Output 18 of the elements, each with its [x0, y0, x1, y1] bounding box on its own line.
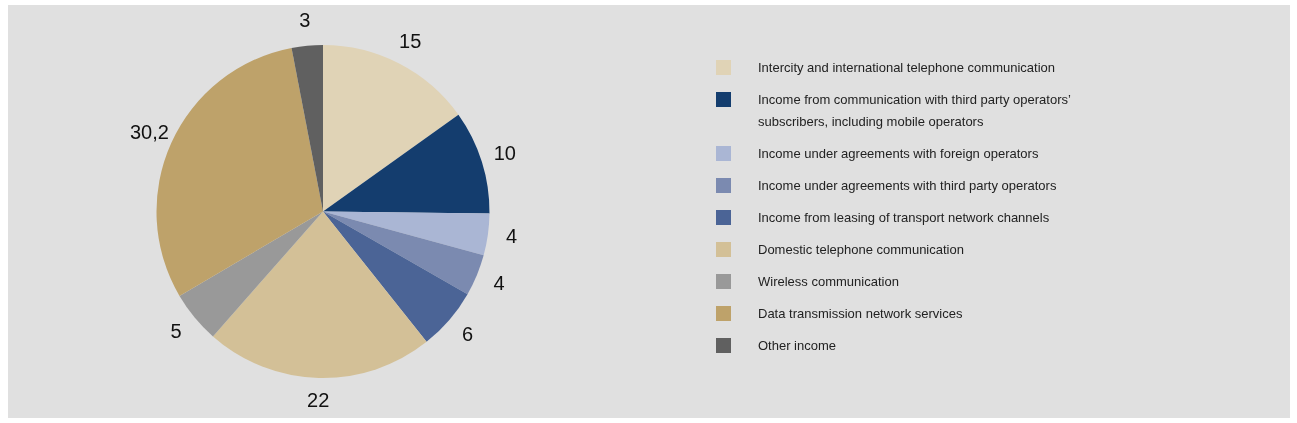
- legend-label: Intercity and international telephone communication: [758, 58, 1056, 77]
- legend-label: Domestic telephone communication: [758, 240, 964, 259]
- legend-label: Income under agreements with third party operators: [758, 176, 1057, 195]
- legend-label: Income from communication with third party operators’ subscribers, including mobile operators: [758, 90, 1072, 131]
- legend-label: Wireless communication: [758, 272, 899, 291]
- data-label: 22: [307, 389, 330, 412]
- data-label: 10: [493, 141, 516, 164]
- legend-label: Income under agreements with foreign operators: [758, 144, 1039, 163]
- legend-label: Data transmission network services: [758, 304, 963, 323]
- data-label: 30,2: [129, 120, 169, 143]
- data-label: 4: [493, 271, 505, 294]
- legend-label: Other income: [758, 336, 837, 355]
- data-label: 15: [399, 29, 422, 52]
- data-label: 5: [170, 320, 182, 343]
- data-label: 6: [461, 323, 474, 346]
- data-label: 4: [506, 225, 518, 248]
- legend-label: Income from leasing of transport network channels: [758, 208, 1050, 227]
- data-label: 3: [299, 9, 311, 32]
